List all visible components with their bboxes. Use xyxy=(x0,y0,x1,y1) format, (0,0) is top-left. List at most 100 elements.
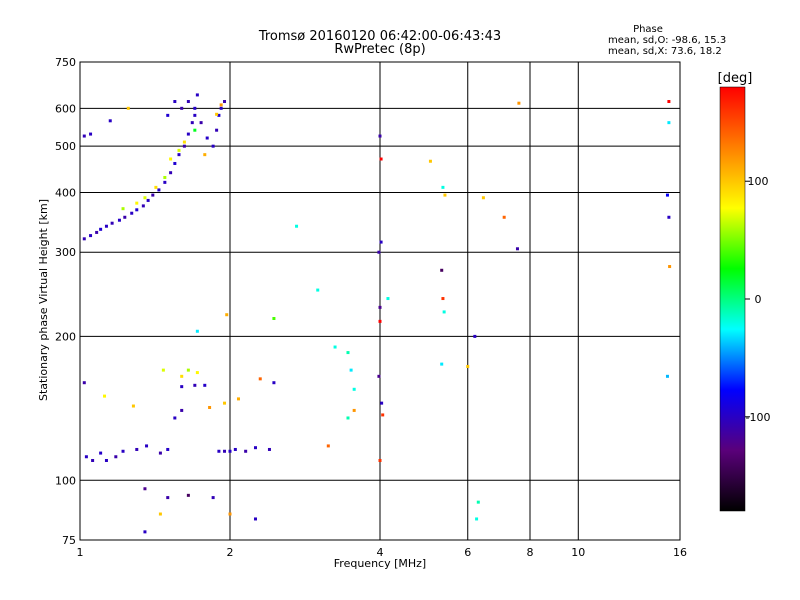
y-tick-label: 75 xyxy=(62,534,76,547)
data-point xyxy=(157,188,161,192)
data-point xyxy=(131,404,135,408)
data-point xyxy=(475,517,479,521)
data-point xyxy=(481,196,485,200)
data-point xyxy=(173,416,177,420)
data-point xyxy=(99,451,103,455)
data-point xyxy=(326,444,330,448)
data-point xyxy=(441,185,445,189)
data-point xyxy=(199,121,203,125)
data-point xyxy=(378,305,382,309)
data-point xyxy=(186,132,190,136)
data-point xyxy=(440,268,444,272)
phase-stats-o: mean, sd,O: -98.6, 15.3 xyxy=(608,35,726,46)
data-point xyxy=(195,93,199,97)
data-point xyxy=(215,128,219,132)
data-point xyxy=(158,512,162,516)
data-point xyxy=(177,153,181,157)
data-point xyxy=(378,458,382,462)
data-points xyxy=(82,93,672,534)
data-point xyxy=(126,106,130,110)
data-point xyxy=(177,148,181,152)
data-point xyxy=(182,144,186,148)
colorbar-tick-label: 0 xyxy=(755,293,762,306)
x-tick-label: 6 xyxy=(464,546,471,559)
data-point xyxy=(186,100,190,104)
phase-stats-heading: Phase xyxy=(633,24,663,35)
data-point xyxy=(378,319,382,323)
data-point xyxy=(104,458,108,462)
data-point xyxy=(223,100,227,104)
y-axis-label: Stationary phase Virtual Height [km] xyxy=(37,199,50,401)
data-point xyxy=(190,121,194,125)
data-point xyxy=(379,157,383,161)
data-point xyxy=(173,161,177,165)
y-tick-label: 100 xyxy=(55,474,76,487)
data-point xyxy=(169,171,173,175)
data-point xyxy=(228,449,232,453)
data-point xyxy=(145,444,149,448)
data-point xyxy=(154,185,158,189)
data-point xyxy=(228,512,232,516)
data-point xyxy=(195,371,199,375)
data-point xyxy=(517,101,521,105)
y-tick-label: 600 xyxy=(55,102,76,115)
data-point xyxy=(377,374,381,378)
data-point xyxy=(84,455,88,459)
data-point xyxy=(141,204,145,208)
data-point xyxy=(95,230,99,234)
data-point xyxy=(166,496,170,500)
data-point xyxy=(316,288,320,292)
data-point xyxy=(203,383,207,387)
data-point xyxy=(135,447,139,451)
data-point xyxy=(180,385,184,389)
data-point xyxy=(253,446,257,450)
colorbar-tick-label: -100 xyxy=(746,411,771,424)
data-point xyxy=(515,247,519,251)
colorbar-tick-label: 100 xyxy=(748,175,769,188)
data-point xyxy=(143,530,147,534)
data-point xyxy=(82,134,86,138)
x-axis-label: Frequency [MHz] xyxy=(334,557,426,570)
data-point xyxy=(219,103,223,107)
data-point xyxy=(82,381,86,385)
grid-lines xyxy=(80,62,680,540)
data-point xyxy=(502,215,506,219)
data-point xyxy=(665,374,669,378)
data-point xyxy=(169,157,173,161)
data-point xyxy=(211,496,215,500)
data-point xyxy=(163,175,167,179)
data-point xyxy=(667,121,671,125)
data-point xyxy=(466,364,470,368)
colorbar xyxy=(719,86,746,512)
data-point xyxy=(333,345,337,349)
data-point xyxy=(195,329,199,333)
data-point xyxy=(108,119,112,123)
data-point xyxy=(130,211,134,215)
data-point xyxy=(215,112,219,116)
data-point xyxy=(253,517,257,521)
data-point xyxy=(346,416,350,420)
data-point xyxy=(193,383,197,387)
data-point xyxy=(205,136,209,140)
x-axis: 1 2 4 6 8 10 16 xyxy=(77,546,688,559)
data-point xyxy=(352,408,356,412)
x-tick-label: 8 xyxy=(527,546,534,559)
data-point xyxy=(182,140,186,144)
data-point xyxy=(135,208,139,212)
data-point xyxy=(217,113,221,117)
y-tick-label: 750 xyxy=(55,56,76,69)
data-point xyxy=(180,408,184,412)
data-point xyxy=(121,207,125,211)
data-point xyxy=(208,405,212,409)
y-tick-label: 500 xyxy=(55,140,76,153)
data-point xyxy=(123,215,127,219)
chart-subtitle: RwPretec (8p) xyxy=(334,42,425,57)
data-point xyxy=(103,394,107,398)
data-point xyxy=(233,447,237,451)
data-point xyxy=(110,221,114,225)
data-point xyxy=(166,447,170,451)
data-point xyxy=(219,106,223,110)
data-point xyxy=(295,224,299,228)
data-point xyxy=(117,218,121,222)
